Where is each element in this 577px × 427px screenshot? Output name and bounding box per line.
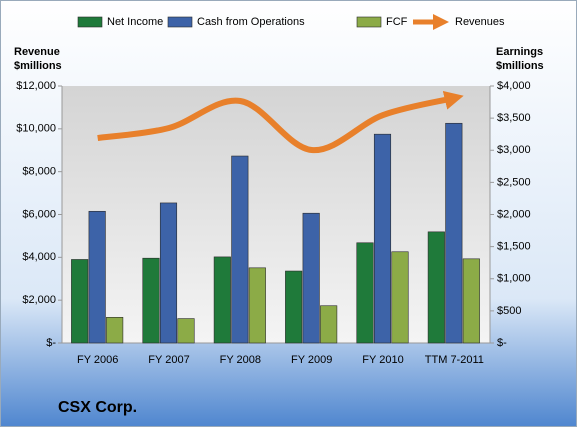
y2-axis-title: $millions: [496, 60, 544, 72]
legend-label: Cash from Operations: [197, 16, 305, 28]
line-series: [97, 90, 464, 154]
y2-tick-label: $3,000: [497, 144, 531, 156]
x-tick-label: FY 2010: [362, 354, 403, 366]
y2-tick-label: $2,000: [497, 208, 531, 220]
x-tick-label: FY 2009: [291, 354, 332, 366]
bar: [356, 242, 374, 344]
bar: [285, 270, 303, 344]
y-axis-title: Revenue: [14, 46, 60, 58]
y-axis-title: $millions: [14, 60, 62, 72]
bar: [427, 231, 445, 344]
bar: [159, 202, 178, 344]
y-tick-label: $8,000: [22, 166, 56, 178]
x-tick-label: FY 2007: [148, 354, 189, 366]
legend-label: Revenues: [455, 16, 505, 28]
y2-tick-label: $2,500: [497, 176, 531, 188]
bar: [248, 267, 266, 344]
bar: [106, 316, 124, 344]
y-tick-label: $12,000: [16, 80, 56, 92]
bar: [391, 251, 409, 344]
bar: [302, 212, 320, 344]
bar: [88, 210, 106, 344]
legend-swatch: [167, 16, 193, 28]
x-tick-label: FY 2006: [77, 354, 118, 366]
bar: [462, 258, 480, 344]
y-tick-label: $4,000: [22, 251, 56, 263]
x-tick-label: TTM 7-2011: [425, 354, 484, 366]
x-tick-label: FY 2008: [220, 354, 261, 366]
y2-tick-label: $3,500: [497, 112, 531, 124]
bar: [142, 257, 160, 344]
bar: [177, 318, 195, 344]
y2-tick-label: $1,000: [497, 273, 531, 285]
legend-label: FCF: [386, 16, 408, 28]
y2-tick-label: $-: [497, 337, 507, 349]
y-tick-label: $2,000: [22, 294, 56, 306]
chart-title: CSX Corp.: [58, 399, 137, 416]
bar: [320, 305, 338, 344]
bar: [71, 259, 89, 344]
bar: [373, 133, 392, 344]
legend-swatch: [77, 16, 103, 28]
legend-label: Net Income: [107, 16, 163, 28]
bar: [231, 155, 249, 344]
y-tick-label: $6,000: [22, 208, 56, 220]
y-tick-label: $10,000: [16, 123, 56, 135]
y2-tick-label: $4,000: [497, 80, 531, 92]
y2-tick-label: $500: [497, 305, 521, 317]
y-tick-label: $-: [46, 337, 56, 349]
y2-tick-label: $1,500: [497, 241, 531, 253]
legend-swatch: [356, 16, 382, 28]
bar: [213, 256, 231, 344]
y2-axis-title: Earnings: [496, 46, 543, 58]
bar: [445, 122, 463, 344]
